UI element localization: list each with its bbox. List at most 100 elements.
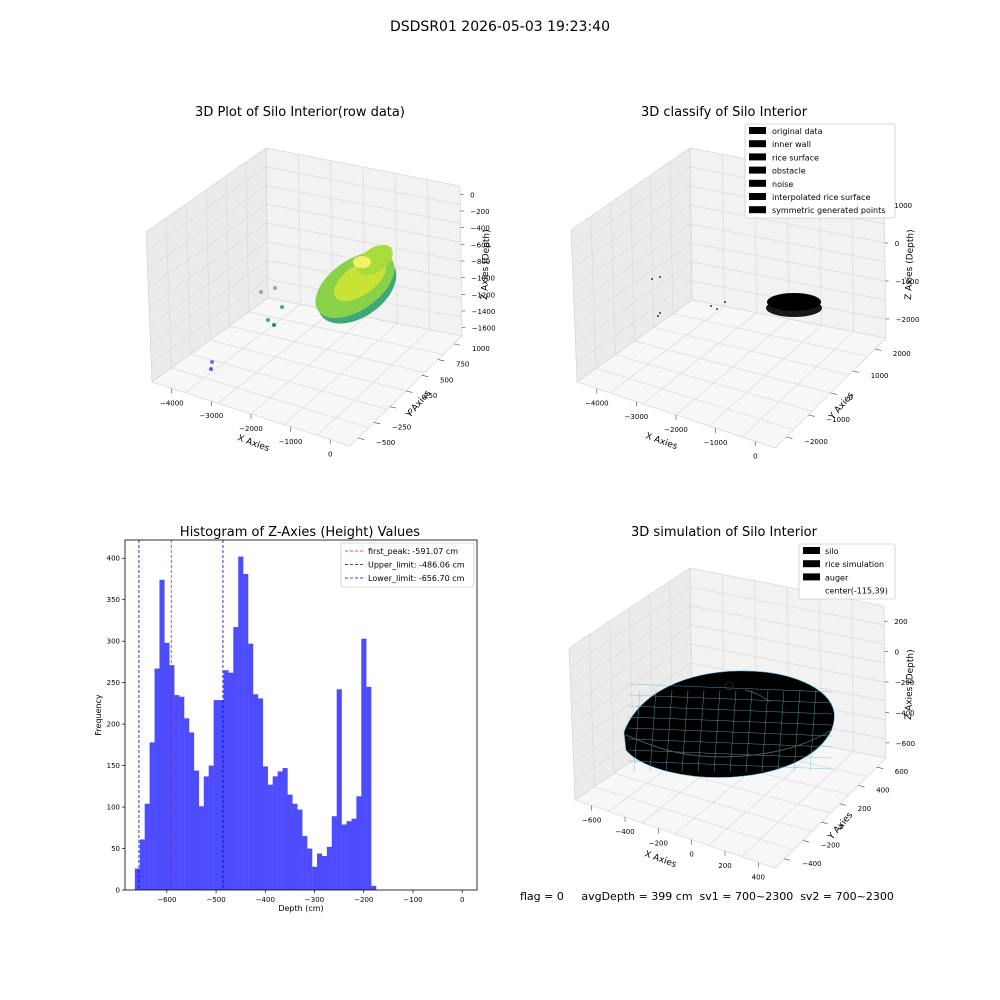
panel2-noise-point [797,302,800,305]
rice-mesh-line [649,689,657,773]
panel2-noise-point [808,298,811,301]
panel1-title: 3D Plot of Silo Interior(row data) [195,105,405,120]
grid-line [266,203,461,243]
panel2-y-tick-mark [874,348,882,351]
panel4-y-label: Y Axies [826,810,855,842]
histogram-x-ticks: −600 −500 −400 −300 −200 −100 0 [157,890,464,904]
panel4-x-tick-label: −600 [582,817,601,825]
histogram-bar [164,642,170,890]
legend-swatch-wall [749,140,766,148]
panel2-noise-point [659,312,661,314]
histogram-x-tick-label: −600 [157,896,176,904]
panel2-y-tick-mark [830,392,837,395]
histogram-bar [154,668,160,890]
panel1-outlier-point [209,367,213,371]
grid-line [165,217,172,369]
panel4-z-label: Z Axies (Depth) [904,649,916,720]
panel1-y-tick-label: −250 [392,423,411,431]
panel2-z-tick-label: −2000 [896,316,920,324]
grid-line [610,202,616,355]
rice-mesh-line [793,689,801,773]
panel2-noise-point [784,307,787,310]
grid-line [225,175,230,327]
panel1-z-tick-label: −1200 [471,291,495,299]
grid-line [691,261,886,301]
panel4-y-tick-label: 600 [895,768,908,776]
panel4-x-label: X Axies [643,849,678,870]
panel1-outlier-point [210,360,214,364]
histogram-y-tick-label: 50 [111,845,120,853]
panel1-y-tick-label: 750 [456,361,469,369]
panel2-x-tick-label: 0 [753,452,757,460]
panel2-legend: original data inner wall rice surface obsta… [744,123,896,219]
histogram-bar [203,776,209,890]
panel1-y-tick-mark [373,422,381,425]
panel4-z-tick-label: −600 [896,740,915,748]
panel1-outlier-point [272,323,276,327]
grid-line [283,323,398,425]
panel4-y-tick-mark [821,821,828,824]
panel1-x-tick-label: −4000 [160,399,184,407]
panel1-z-tick-label: 0 [470,191,474,199]
panel2-y-tick-mark [808,414,815,417]
panel1-y-tick-label: −500 [376,439,395,447]
panel2-z-tick-label: 0 [895,240,899,248]
grid-line [708,745,822,846]
panel4-y-tick-mark [802,840,810,843]
panel1-z-tick-label: −1400 [472,308,496,316]
histogram-bar [253,694,259,890]
panel2-y-ticks: −2000 −1000 0 1000 2000 [786,348,911,446]
histogram-bar [248,643,254,890]
rice-mesh-line [633,689,641,773]
panel2-z-tick-label: 1000 [894,202,912,210]
status-line: flag = 0 avgDepth = 399 cm sv1 = 700~230… [520,890,894,903]
histogram-bar [189,732,195,890]
legend-label-noise: noise [772,180,793,189]
panel1-point-cloud [209,244,397,371]
panel4-legend-items: silo rice simulation auger center(-115,39) [803,547,888,596]
grid-line [608,621,615,774]
grid-line [690,223,886,263]
histogram-bar [302,836,308,890]
panel4-rice-surface [623,670,835,778]
histogram-bar [297,809,303,890]
panel4-z-tick-label: 0 [895,649,899,657]
grid-line [675,318,790,416]
histogram-y-ticks: 0 50 100 150 200 250 300 350 400 [107,555,125,895]
panel1-cloud-highlight [353,256,371,268]
grid-line [184,304,301,393]
panel2-noise-point [792,306,795,309]
panel2-z-label: Z Axies (Depth) [904,229,916,300]
histogram-bar [228,672,234,890]
histogram-y-label: Frequency [94,694,103,736]
panel2-noise-point [787,307,790,310]
panel4-y-tick-mark [876,766,884,769]
panel2-legend-items: original data inner wall rice surface obsta… [749,127,885,215]
histogram-bar [262,766,268,890]
histogram-bar [213,700,219,890]
histogram-legend-items: first_peak: -591.07 cm Upper_limit: -486.… [345,547,465,583]
legend-swatch-orig [749,127,766,134]
histogram-bar [134,868,140,890]
panel2-z-tick-label: −1000 [895,278,919,286]
panel4-y-tick-label: −200 [821,842,840,850]
panel1-y-label: Y Axies [404,388,433,420]
histogram-bars [134,556,377,890]
histogram-x-tick-label: −400 [256,896,275,904]
legend-label-obstacle: obstacle [772,167,806,176]
panel1-y-tick-label: 500 [440,376,453,384]
histogram-bar [336,689,342,890]
panel2-noise-point [798,298,801,301]
histogram-bar [267,784,273,890]
auger-track-line [744,689,771,703]
panel2-y-tick-label: −1000 [826,416,850,424]
panel1-x-tick-label: −3000 [200,412,224,420]
histogram-bar [193,770,200,890]
grid-line [588,634,595,787]
legend-swatch-sym [749,206,766,214]
histogram-bar [331,816,337,890]
panel2-noise-point [797,305,800,308]
grid-line [185,203,192,355]
histogram-bar [208,765,214,890]
